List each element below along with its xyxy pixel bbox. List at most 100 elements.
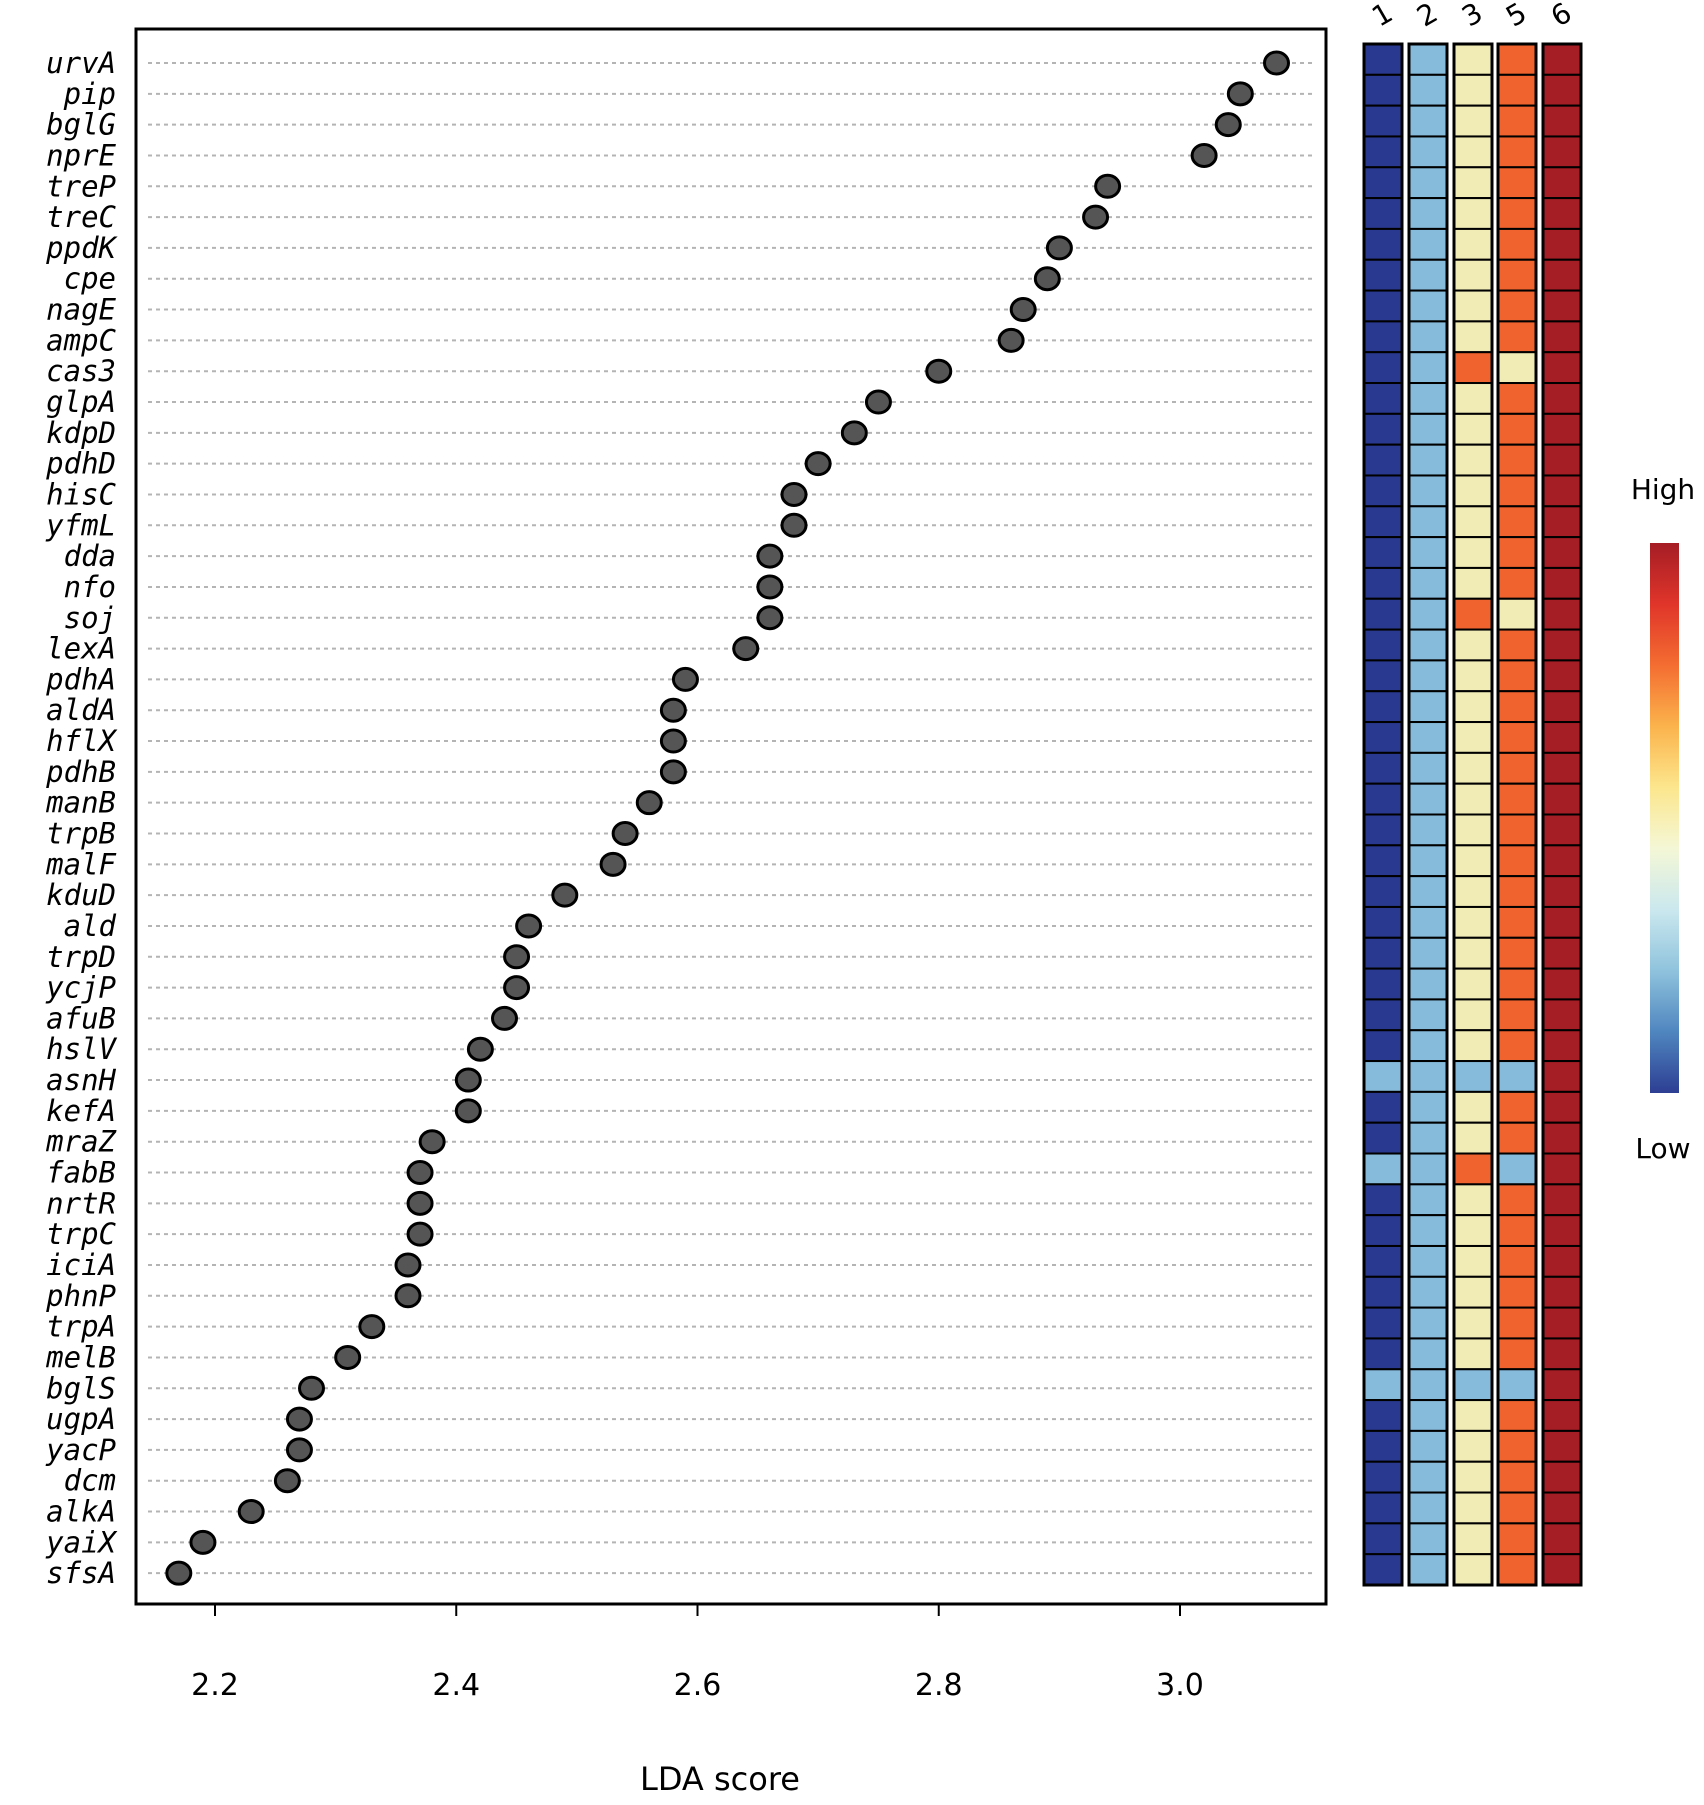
heatmap-cell [1542,1306,1582,1340]
lda-point [780,481,808,507]
heatmap-cell [1497,813,1537,847]
heatmap-column-frame [1452,42,1494,1587]
heatmap-cell [1497,751,1537,785]
heatmap-cell [1542,751,1582,785]
heatmap-cell [1542,443,1582,477]
gene-label: soj [64,601,116,635]
heatmap-cell [1453,1368,1493,1402]
heatmap-cell [1408,967,1448,1001]
heatmap-cell [1542,1399,1582,1432]
lda-point [780,512,808,538]
heatmap-cell [1542,936,1582,970]
heatmap-cell [1408,1121,1448,1155]
heatmap-cell [1542,844,1582,878]
gene-label: kduD [46,878,116,912]
heatmap-column-frame [1541,42,1583,1587]
heatmap-cell [1497,936,1537,970]
heatmap-cell [1408,998,1448,1032]
gene-label: hflX [46,724,117,758]
heatmap-cell [1453,659,1493,693]
heatmap-cell [1542,412,1582,446]
heatmap-cell [1453,1491,1493,1525]
lda-point [1214,112,1242,138]
gene-label: yacP [45,1433,116,1467]
heatmap-cell [1453,751,1493,785]
heatmap-cell [1363,1060,1403,1093]
heatmap-cell [1542,1522,1582,1556]
heatmap-cell [1542,135,1582,169]
gene-label: phnP [45,1279,116,1313]
heatmap-cell [1408,566,1448,600]
heatmap-cell [1453,104,1493,138]
heatmap-cell [1497,844,1537,878]
lda-point [1009,297,1037,323]
lda-point [418,1129,446,1155]
lda-point [406,1221,434,1247]
gene-label: hslV [46,1032,117,1066]
heatmap-cell [1363,1121,1403,1155]
heatmap-cell [1542,1429,1582,1463]
lda-point [503,944,531,970]
heatmap-cell [1363,412,1403,446]
heatmap-cell [1542,1553,1582,1587]
heatmap-cell [1497,412,1537,446]
heatmap-cell [1363,536,1403,569]
heatmap-cell [1497,135,1537,169]
heatmap-cell [1542,998,1582,1032]
lda-point [659,728,687,754]
lda-point [285,1406,313,1432]
heatmap-cell [1497,1275,1537,1309]
heatmap-cell [1542,197,1582,230]
lda-point [756,605,784,631]
heatmap-cell [1497,443,1537,477]
heatmap-cell [1497,227,1537,261]
heatmap-cell [1408,104,1448,138]
gene-label: nrtR [46,1186,116,1220]
heatmap-cell [1408,382,1448,415]
heatmap-cell [1363,197,1403,230]
heatmap-cell [1542,690,1582,724]
heatmap-cell [1453,1306,1493,1340]
heatmap-cell [1497,1522,1537,1556]
heatmap-cell [1408,1275,1448,1309]
heatmap-cell [1408,135,1448,169]
gene-label: trpD [46,940,116,974]
heatmap-cell [1408,1491,1448,1525]
heatmap-cell [1542,1060,1582,1093]
heatmap-cell [1363,1429,1403,1463]
heatmap-cell [1408,1029,1448,1063]
gene-label: cas3 [46,354,116,388]
heatmap-cell [1408,227,1448,261]
heatmap-cell [1542,1090,1582,1124]
heatmap-cell [1453,73,1493,107]
heatmap-cell [1497,289,1537,323]
heatmap-cell [1453,628,1493,662]
heatmap-cell [1408,813,1448,847]
lda-point [1190,142,1218,168]
x-axis-title: LDA score [640,1760,800,1798]
heatmap-cell [1363,875,1403,908]
gene-label: mraZ [45,1125,117,1159]
heatmap-cell [1408,166,1448,200]
heatmap-cell [1542,1214,1582,1247]
heatmap-cell [1497,382,1537,415]
lda-point [1263,50,1290,76]
heatmap-cell [1542,43,1582,76]
heatmap-cell [1542,166,1582,200]
lda-point [756,543,784,569]
heatmap-cell [1497,1183,1537,1217]
heatmap-cell [1497,1060,1537,1093]
color-legend: High Low [1631,473,1695,1165]
heatmap-cell [1363,351,1403,385]
gene-label: ycjP [45,971,116,1005]
heatmap-cell [1453,1152,1493,1186]
gene-label: lexA [46,632,116,666]
heatmap-cell [1542,1337,1582,1371]
heatmap-cell [1408,1060,1448,1093]
heatmap-cell [1453,1244,1493,1278]
heatmap-cell [1408,43,1448,76]
heatmap-cell [1542,659,1582,693]
gene-label: trpA [46,1310,116,1344]
lda-point [285,1437,313,1463]
